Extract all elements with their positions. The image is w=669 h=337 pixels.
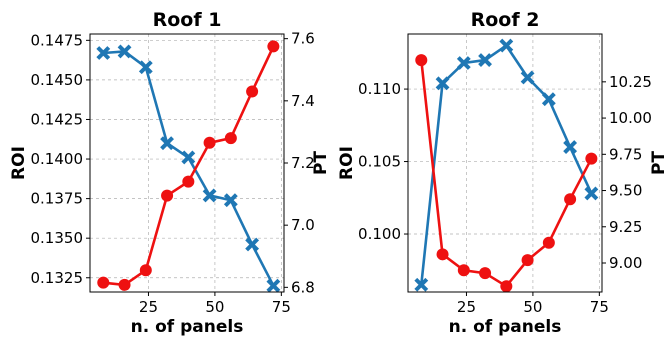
data-point-pt	[585, 153, 597, 165]
data-point-pt	[204, 137, 216, 149]
y2-axis-label-roof-2: PT	[649, 151, 669, 175]
data-point-pt	[161, 190, 173, 202]
data-point-roi	[268, 280, 279, 291]
chart-roof-2: Roof 2 25 50 75 0.100 0.105 0.110 9.00 9.25 9.50…	[337, 9, 669, 337]
y-tick-label: 0.1375	[31, 190, 84, 208]
y2-tick-label: 7.6	[291, 30, 315, 48]
plot-roof-1	[97, 40, 279, 291]
y-tick-label: 0.1475	[31, 31, 84, 49]
y-tick-label: 0.100	[358, 225, 401, 243]
data-point-roi	[183, 152, 194, 163]
x-tick-label: 75	[590, 298, 609, 316]
data-point-roi	[565, 142, 576, 153]
y-tick-label: 0.110	[358, 80, 401, 98]
x-axis-label-roof-1: n. of panels	[131, 317, 244, 337]
data-point-pt	[437, 248, 449, 260]
y2-tick-label: 7.0	[291, 216, 315, 234]
data-point-roi	[501, 40, 512, 51]
y2-tick-label: 6.8	[291, 278, 315, 296]
x-axis-label-roof-2: n. of panels	[449, 317, 562, 337]
data-point-pt	[182, 176, 194, 188]
y-axis-label-roof-2: ROI	[337, 146, 357, 180]
x-tick-label: 25	[139, 298, 158, 316]
data-point-pt	[119, 279, 131, 291]
chart-title-roof-1: Roof 1	[153, 9, 222, 31]
data-point-pt	[246, 86, 258, 98]
data-point-roi	[543, 94, 554, 105]
y2-tick-label: 10.00	[609, 109, 652, 127]
plot-frame-roof-1	[90, 34, 284, 292]
data-point-pt	[500, 280, 512, 292]
data-point-pt	[458, 264, 470, 276]
chart-title-roof-2: Roof 2	[471, 9, 540, 31]
plot-roof-2	[415, 40, 597, 292]
x-tick-label: 50	[523, 298, 542, 316]
y2-tick-label: 9.50	[609, 182, 642, 200]
data-point-pt	[225, 132, 237, 144]
y2-tick-label: 9.25	[609, 218, 642, 236]
y-tick-label: 0.1450	[31, 71, 84, 89]
y2-tick-label: 9.00	[609, 254, 642, 272]
y2-axis-label-roof-1: PT	[311, 151, 331, 175]
ticks-roof-2: 25 50 75 0.100 0.105 0.110 9.00 9.25 9.50 9.75 10.…	[358, 73, 652, 316]
data-point-pt	[479, 267, 491, 279]
data-point-pt	[140, 264, 152, 276]
data-point-roi	[522, 72, 533, 83]
y2-tick-label: 10.25	[609, 73, 652, 91]
y-tick-label: 0.1325	[31, 269, 84, 287]
data-point-roi	[586, 188, 597, 199]
data-point-pt	[522, 254, 534, 266]
y-tick-label: 0.105	[358, 153, 401, 171]
data-point-pt	[415, 54, 427, 66]
x-tick-label: 25	[457, 298, 476, 316]
data-point-pt	[97, 277, 109, 289]
y-axis-label-roof-1: ROI	[9, 146, 29, 180]
x-tick-label: 75	[272, 298, 291, 316]
y-tick-label: 0.1425	[31, 110, 84, 128]
y2-tick-label: 9.75	[609, 145, 642, 163]
y-tick-label: 0.1400	[31, 150, 84, 168]
y2-tick-label: 7.4	[291, 92, 315, 110]
data-point-pt	[543, 237, 555, 249]
grid-roof-1	[90, 34, 284, 292]
data-point-roi	[247, 239, 258, 250]
data-point-pt	[564, 193, 576, 205]
data-point-pt	[267, 40, 279, 52]
ticks-roof-1: 25 50 75 0.1325 0.1350 0.1375 0.1400 0.1425 0.14…	[31, 30, 315, 316]
chart-roof-1: Roof 1 25 50 75 0.1325 0.1350 0.1375 0.1400 0.1…	[9, 9, 331, 337]
x-tick-label: 50	[205, 298, 224, 316]
y-tick-label: 0.1350	[31, 229, 84, 247]
